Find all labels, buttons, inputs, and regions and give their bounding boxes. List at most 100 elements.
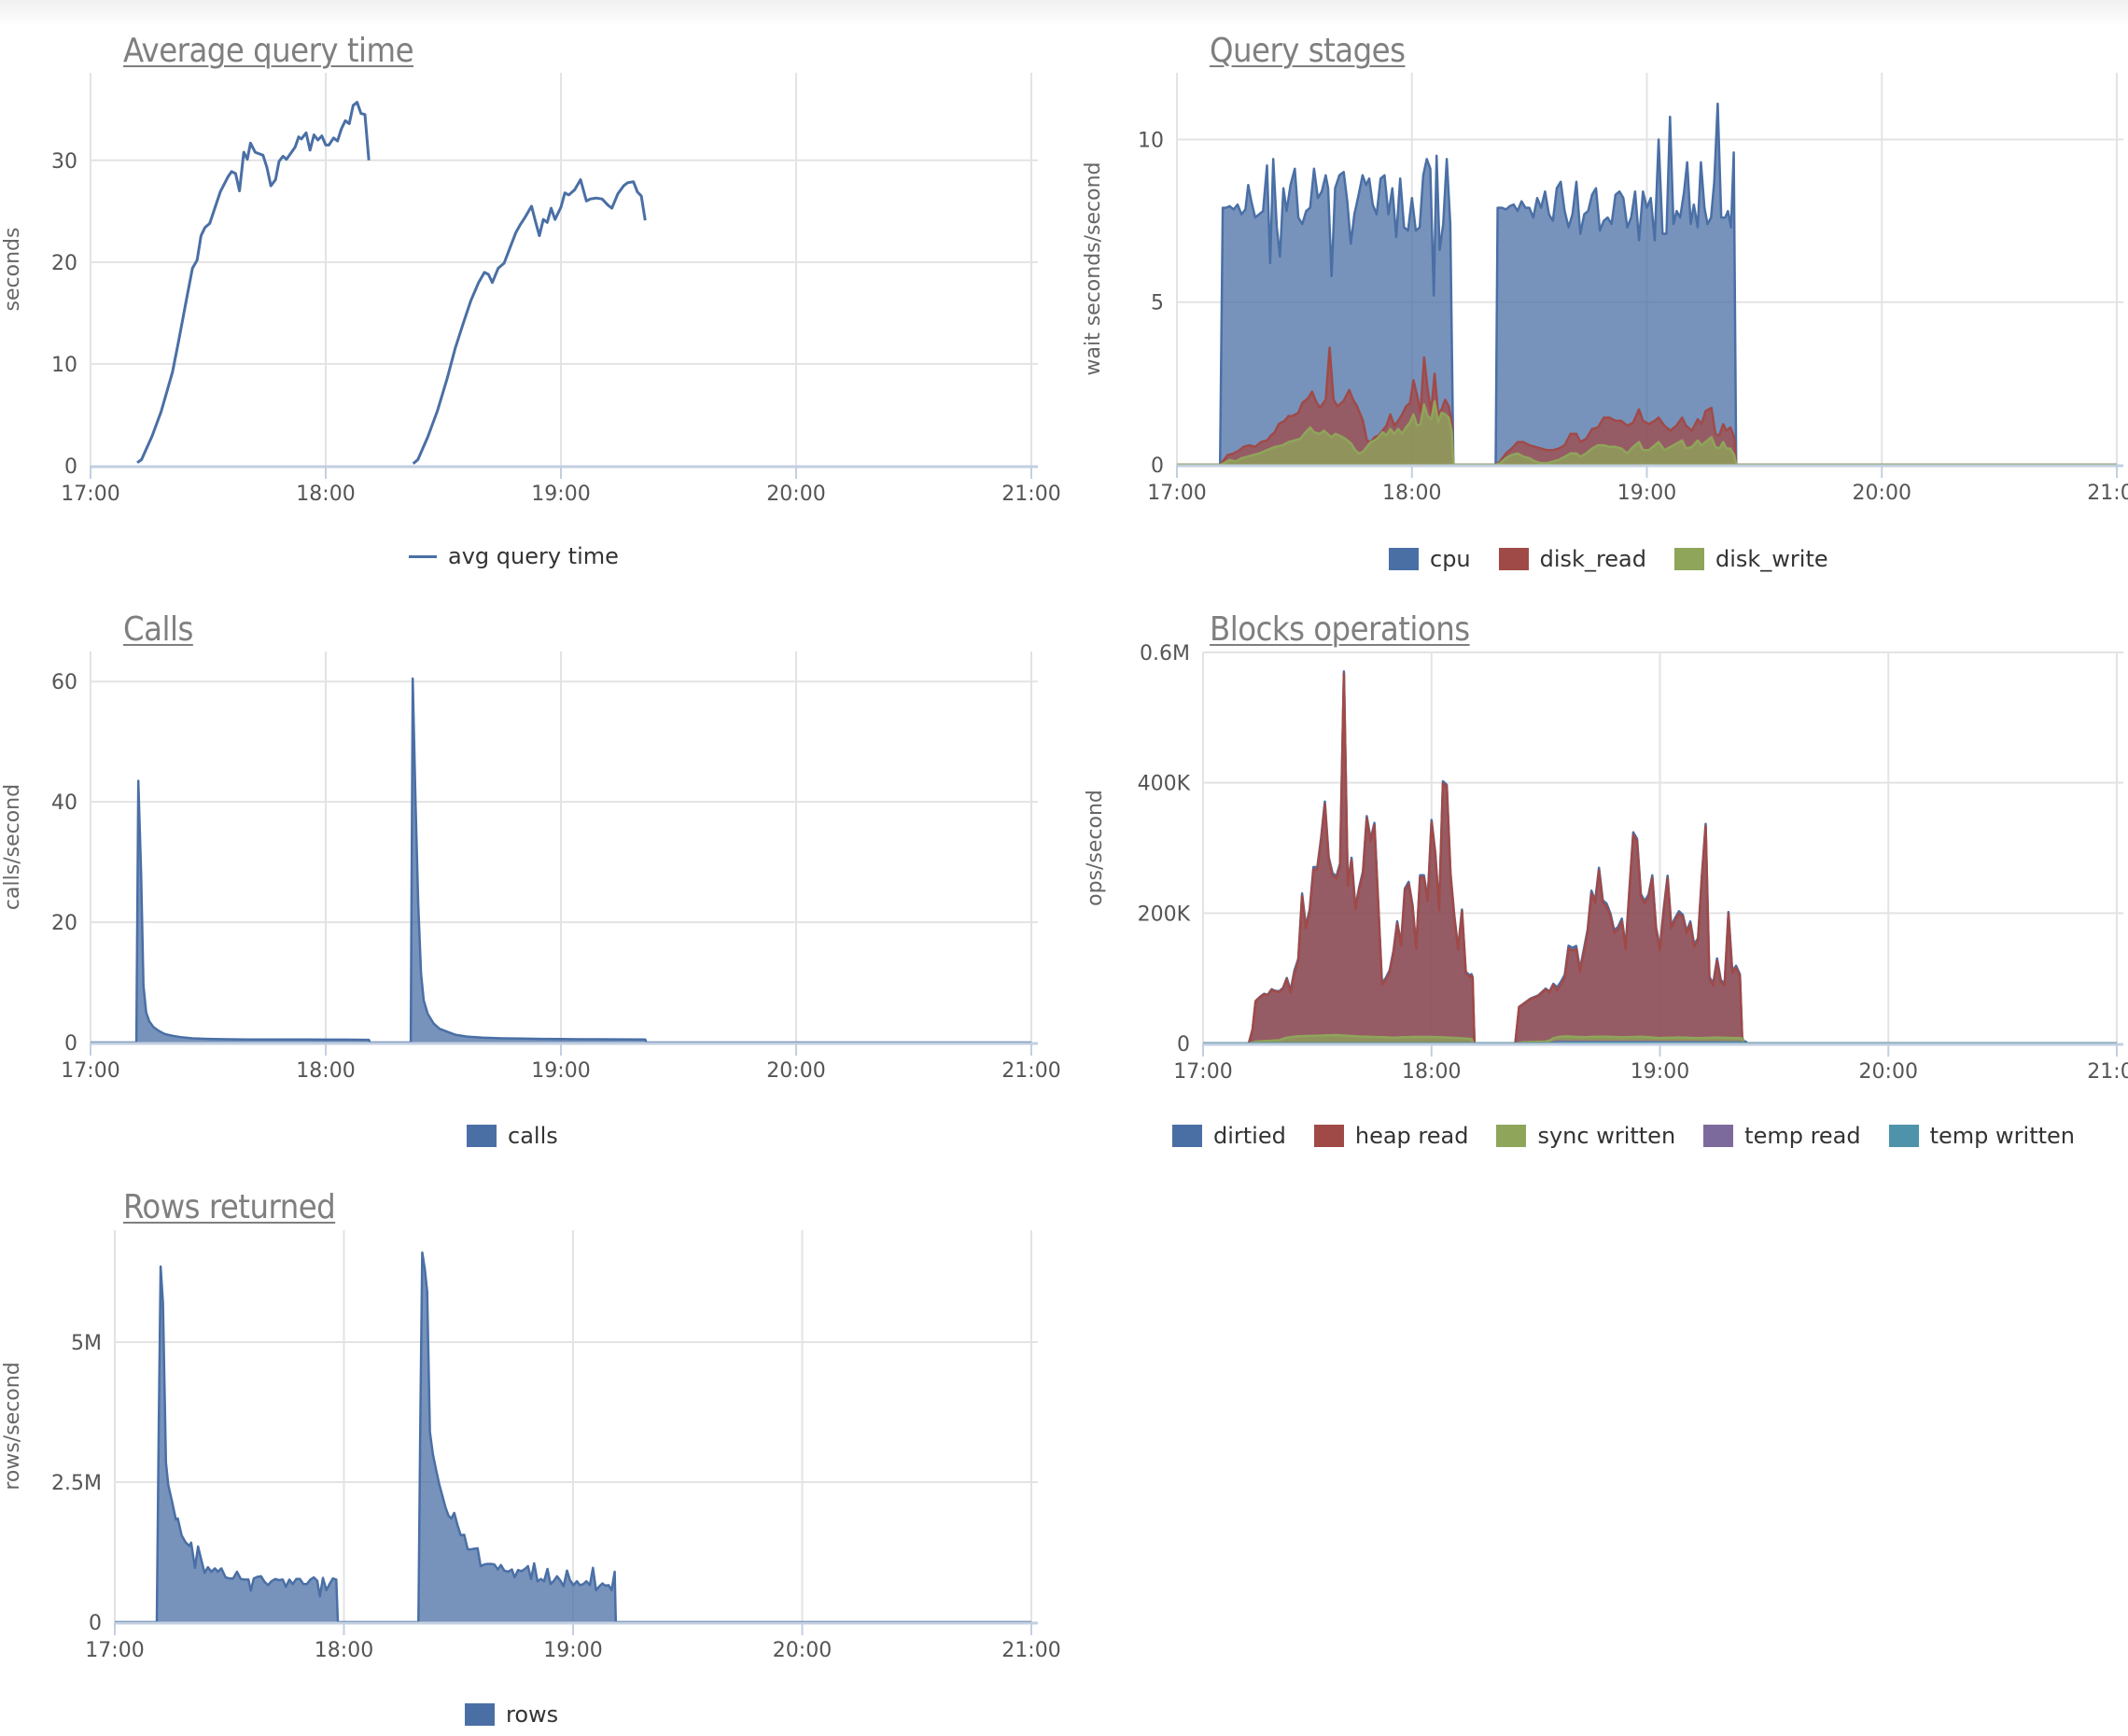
legend-item-disk-read[interactable]: disk_read (1498, 546, 1646, 572)
chart-panel-query-stages: Query stages 0 5 10 17:00 18:00 19:00 20:00 21:… (0, 0, 2128, 588)
legend-item-temp-written[interactable]: temp written (1888, 1123, 2076, 1149)
chart-panel-rows-returned: Rows returned 0 2.5M 5M 17:00 18:00 19:00 20:0… (1, 1188, 1061, 1728)
legend-label: disk_write (1715, 546, 1828, 572)
legend-query-stages: cpu disk_read disk_write (1389, 546, 1828, 572)
legend-calls: calls (467, 1123, 558, 1149)
legend-label: sync written (1537, 1123, 1676, 1149)
x-tick-label: 17:00 (61, 483, 119, 506)
y-axis-label: wait seconds/second (1082, 161, 1105, 375)
x-tick-label: 19:00 (1617, 482, 1676, 505)
y-tick-label: 0 (64, 455, 77, 479)
legend-item-cpu[interactable]: cpu (1389, 546, 1471, 572)
y-tick-label: 0.6M (1140, 642, 1190, 665)
y-axis-label: seconds (1, 228, 24, 312)
series-line-disk-read (1177, 346, 2117, 467)
legend-swatch-heap-read (1313, 1125, 1344, 1147)
series-line-avg-query-time[interactable] (412, 178, 647, 465)
y-axis-label: calls/second (1, 784, 24, 910)
chart-title-rows-returned[interactable]: Rows returned (123, 1188, 336, 1226)
y-tick-label: 0 (1151, 455, 1164, 478)
y-tick-label: 20 (51, 912, 77, 935)
legend-line-icon (409, 554, 437, 558)
y-tick-label: 5M (71, 1332, 102, 1355)
legend-label: temp read (1744, 1123, 1861, 1149)
legend-swatch-disk-read (1498, 548, 1529, 570)
x-tick-label: 18:00 (1402, 1060, 1461, 1084)
y-tick-label: 20 (51, 252, 77, 275)
chart-rows-returned: 0 2.5M 5M 17:00 18:00 19:00 20:00 21:00 rows/sec… (1, 1230, 1061, 1662)
chart-title-calls[interactable]: Calls (123, 610, 193, 649)
chart-panel-blocks-operations: Blocks operations 0 200K 400K 0.6M 17:00 18:0… (1084, 610, 2128, 1149)
chart-panel-calls: Calls 0 20 40 60 17:00 18:00 19:00 20:00 21:00 ca… (0, 0, 1064, 1176)
legend-swatch-disk-write (1674, 548, 1704, 570)
legend-label: avg query time (448, 543, 619, 569)
y-tick-label: 0 (1177, 1033, 1190, 1057)
series-line-rows (115, 1251, 1031, 1624)
y-tick-label: 2.5M (51, 1472, 102, 1495)
legend-label: heap read (1354, 1123, 1469, 1149)
chart-title-query-stages[interactable]: Query stages (1210, 32, 1406, 70)
x-tick-label: 20:00 (1853, 482, 1911, 505)
y-tick-label: 10 (1138, 129, 1164, 152)
series-area-disk-write[interactable] (1177, 401, 2117, 465)
legend-item-temp-read[interactable]: temp read (1703, 1123, 1861, 1149)
y-tick-label: 200K (1138, 903, 1191, 926)
legend-swatch-sync-written (1496, 1125, 1527, 1147)
x-tick-label: 20:00 (773, 1639, 832, 1662)
x-tick-label: 20:00 (766, 1059, 825, 1083)
legend-item-avg-query-time[interactable]: avg query time (409, 543, 619, 569)
x-tick-label: 19:00 (531, 483, 590, 506)
legend-swatch-dirtied (1172, 1125, 1202, 1147)
legend-swatch-rows (465, 1703, 495, 1726)
legend-blocks-operations: dirtied heap read sync written temp read… (1172, 1123, 2075, 1149)
y-tick-label: 5 (1151, 292, 1164, 315)
legend-label: dirtied (1213, 1123, 1286, 1149)
legend-avg-query-time: avg query time (409, 543, 619, 569)
x-tick-label: 21:00 (1001, 483, 1060, 506)
series-area-cpu[interactable] (1177, 104, 2117, 465)
legend-swatch-temp-written (1888, 1125, 1919, 1147)
x-tick-label: 19:00 (531, 1059, 590, 1083)
legend-label: calls (508, 1123, 558, 1149)
chart-query-stages: 0 5 10 17:00 18:00 19:00 20:00 21:00 wait second… (1082, 73, 2128, 505)
y-axis-label: ops/second (1084, 790, 1107, 906)
x-tick-label: 21:00 (1001, 1639, 1060, 1662)
series-line-disk-write (1177, 399, 2117, 467)
legend-label: disk_read (1539, 546, 1646, 572)
y-tick-label: 0 (64, 1032, 77, 1056)
legend-label: temp written (1929, 1123, 2076, 1149)
chart-blocks-operations: 0 200K 400K 0.6M 17:00 18:00 19:00 20:00 21:00 op… (1084, 642, 2128, 1084)
legend-item-dirtied[interactable]: dirtied (1172, 1123, 1286, 1149)
chart-panel-avg-query-time: Average query time 0 10 20 30 17:00 18:00 19:0… (0, 0, 1064, 588)
legend-swatch-cpu (1389, 548, 1419, 570)
y-axis-label: rows/second (1, 1362, 24, 1490)
x-tick-label: 17:00 (1147, 482, 1206, 505)
legend-item-sync-written[interactable]: sync written (1496, 1123, 1675, 1149)
series-line-avg-query-time[interactable] (136, 101, 371, 464)
legend-item-disk-write[interactable]: disk_write (1674, 546, 1828, 572)
legend-item-calls[interactable]: calls (467, 1123, 558, 1149)
x-tick-label: 18:00 (296, 1059, 355, 1083)
series-area-heap-read[interactable] (1203, 673, 2117, 1043)
chart-avg-query-time: 0 10 20 30 17:00 18:00 19:00 20:00 21:00 seconds (1, 73, 1061, 506)
y-tick-label: 0 (89, 1612, 102, 1635)
y-tick-label: 10 (51, 354, 77, 377)
y-tick-label: 40 (51, 791, 77, 815)
y-tick-label: 60 (51, 671, 77, 694)
x-tick-label: 18:00 (1382, 482, 1441, 505)
y-tick-label: 30 (51, 150, 77, 174)
x-tick-label: 21:00 (1001, 1059, 1060, 1083)
x-tick-label: 21:00 (2087, 1060, 2128, 1084)
series-area-rows[interactable] (115, 1253, 1031, 1622)
top-shadow (0, 0, 2128, 26)
chart-title-avg-query-time[interactable]: Average query time (123, 32, 414, 70)
x-tick-label: 20:00 (766, 483, 825, 506)
legend-label: rows (506, 1701, 559, 1728)
x-tick-label: 18:00 (296, 483, 355, 506)
x-tick-label: 18:00 (315, 1639, 373, 1662)
legend-item-rows[interactable]: rows (465, 1701, 558, 1728)
x-tick-label: 19:00 (1631, 1060, 1689, 1084)
chart-title-blocks-operations[interactable]: Blocks operations (1210, 610, 1470, 649)
x-tick-label: 17:00 (85, 1639, 144, 1662)
legend-item-heap-read[interactable]: heap read (1313, 1123, 1469, 1149)
